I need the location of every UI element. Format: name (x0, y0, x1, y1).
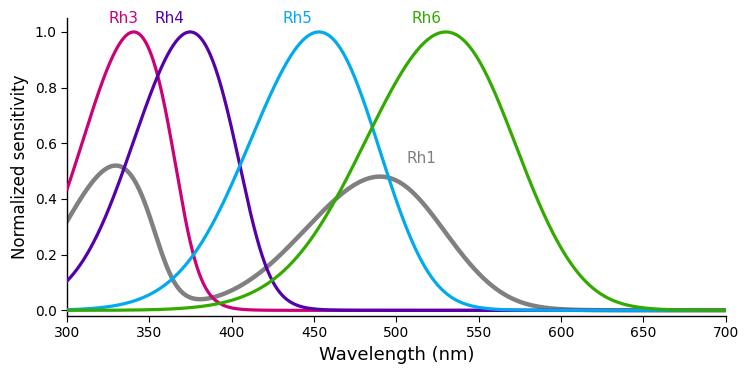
Y-axis label: Normalized sensitivity: Normalized sensitivity (11, 75, 29, 259)
X-axis label: Wavelength (nm): Wavelength (nm) (319, 346, 474, 364)
Text: Rh1: Rh1 (406, 151, 436, 166)
Text: Rh5: Rh5 (283, 11, 313, 26)
Text: Rh3: Rh3 (108, 11, 138, 26)
Text: Rh6: Rh6 (411, 11, 441, 26)
Text: Rh4: Rh4 (154, 11, 184, 26)
